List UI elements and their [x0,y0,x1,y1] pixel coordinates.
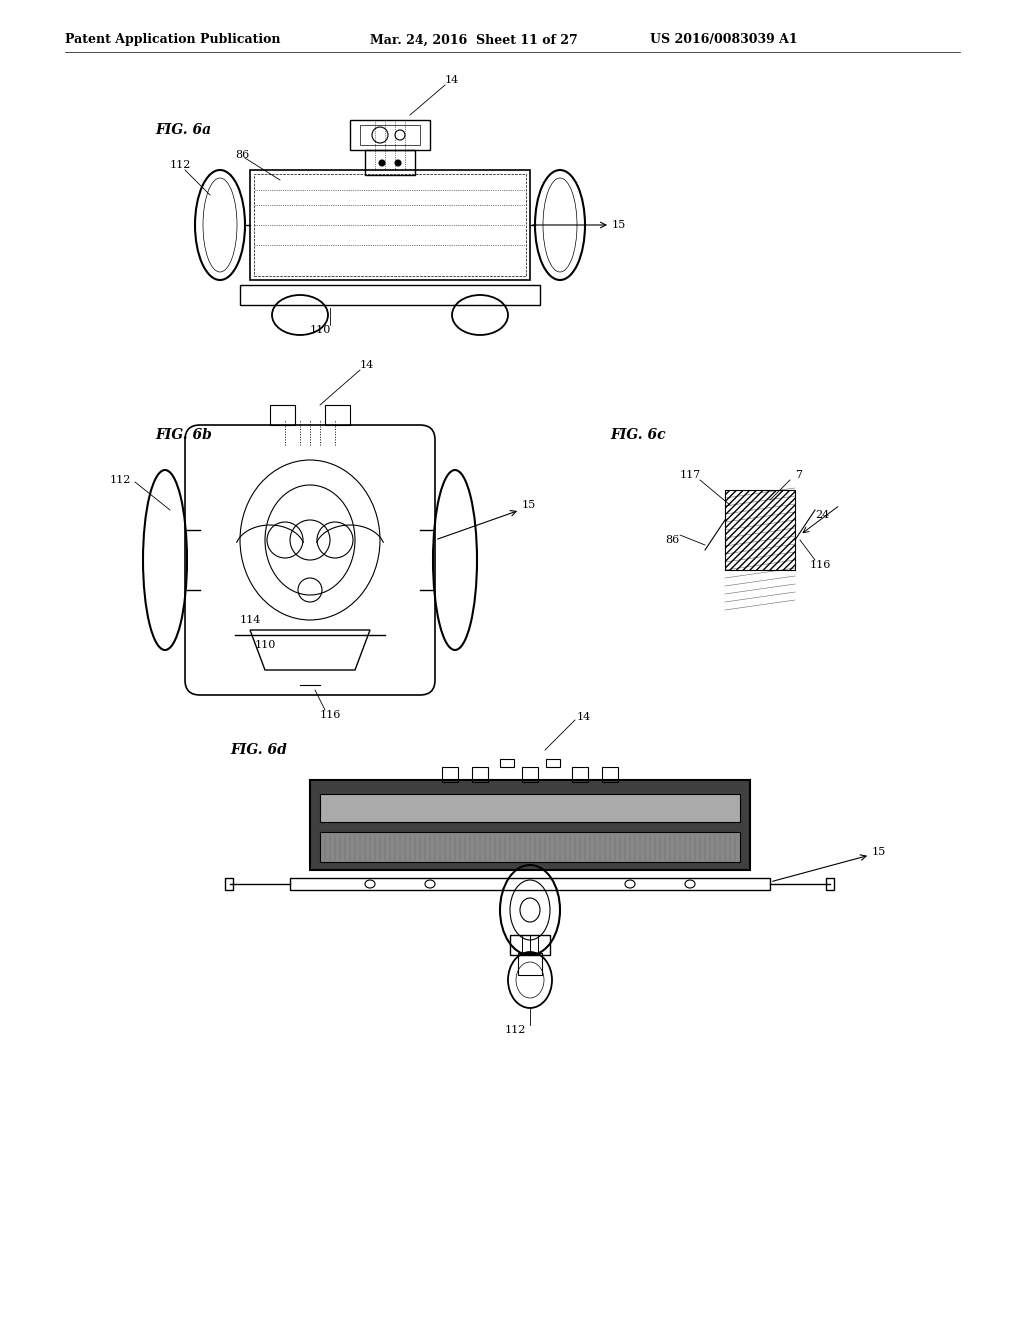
Text: 112: 112 [110,475,131,484]
Bar [319,795,740,822]
Bar [546,759,560,767]
Text: 86: 86 [665,535,679,545]
Bar [500,759,514,767]
Text: 15: 15 [522,500,537,510]
Bar [250,170,530,280]
Bar [725,490,795,570]
Ellipse shape [379,160,385,166]
Bar [290,878,770,890]
Bar [319,832,740,862]
Bar [254,174,526,276]
Bar [240,285,540,305]
Text: 110: 110 [255,640,276,649]
Text: 14: 14 [577,711,591,722]
Bar [325,405,350,425]
Bar [510,935,550,954]
Bar [522,767,538,781]
Text: 86: 86 [234,150,249,160]
Text: FIG. 6b: FIG. 6b [155,428,212,442]
Bar [360,125,420,145]
Bar [826,878,834,890]
Text: US 2016/0083039 A1: US 2016/0083039 A1 [650,33,798,46]
Bar [270,405,295,425]
Bar [225,878,233,890]
Bar [350,120,430,150]
Text: 116: 116 [319,710,341,719]
Bar [472,767,488,781]
Text: 7: 7 [795,470,802,480]
Text: 14: 14 [360,360,374,370]
Text: 15: 15 [612,220,627,230]
Text: 15: 15 [872,847,886,857]
Text: 110: 110 [310,325,332,335]
Text: FIG. 6d: FIG. 6d [230,743,287,756]
Text: 112: 112 [504,1026,525,1035]
Text: Patent Application Publication: Patent Application Publication [65,33,281,46]
Ellipse shape [395,160,401,166]
Bar [442,767,458,781]
Text: 117: 117 [680,470,701,480]
Bar [572,767,588,781]
Text: FIG. 6a: FIG. 6a [155,123,211,137]
Text: Mar. 24, 2016  Sheet 11 of 27: Mar. 24, 2016 Sheet 11 of 27 [370,33,578,46]
Bar [518,953,542,975]
Text: 116: 116 [810,560,831,570]
Text: 114: 114 [240,615,261,624]
Bar [365,150,415,176]
Text: 14: 14 [445,75,459,84]
Bar [310,780,750,870]
Text: 24: 24 [815,510,829,520]
Text: 112: 112 [170,160,191,170]
Bar [602,767,618,781]
Text: FIG. 6c: FIG. 6c [610,428,666,442]
